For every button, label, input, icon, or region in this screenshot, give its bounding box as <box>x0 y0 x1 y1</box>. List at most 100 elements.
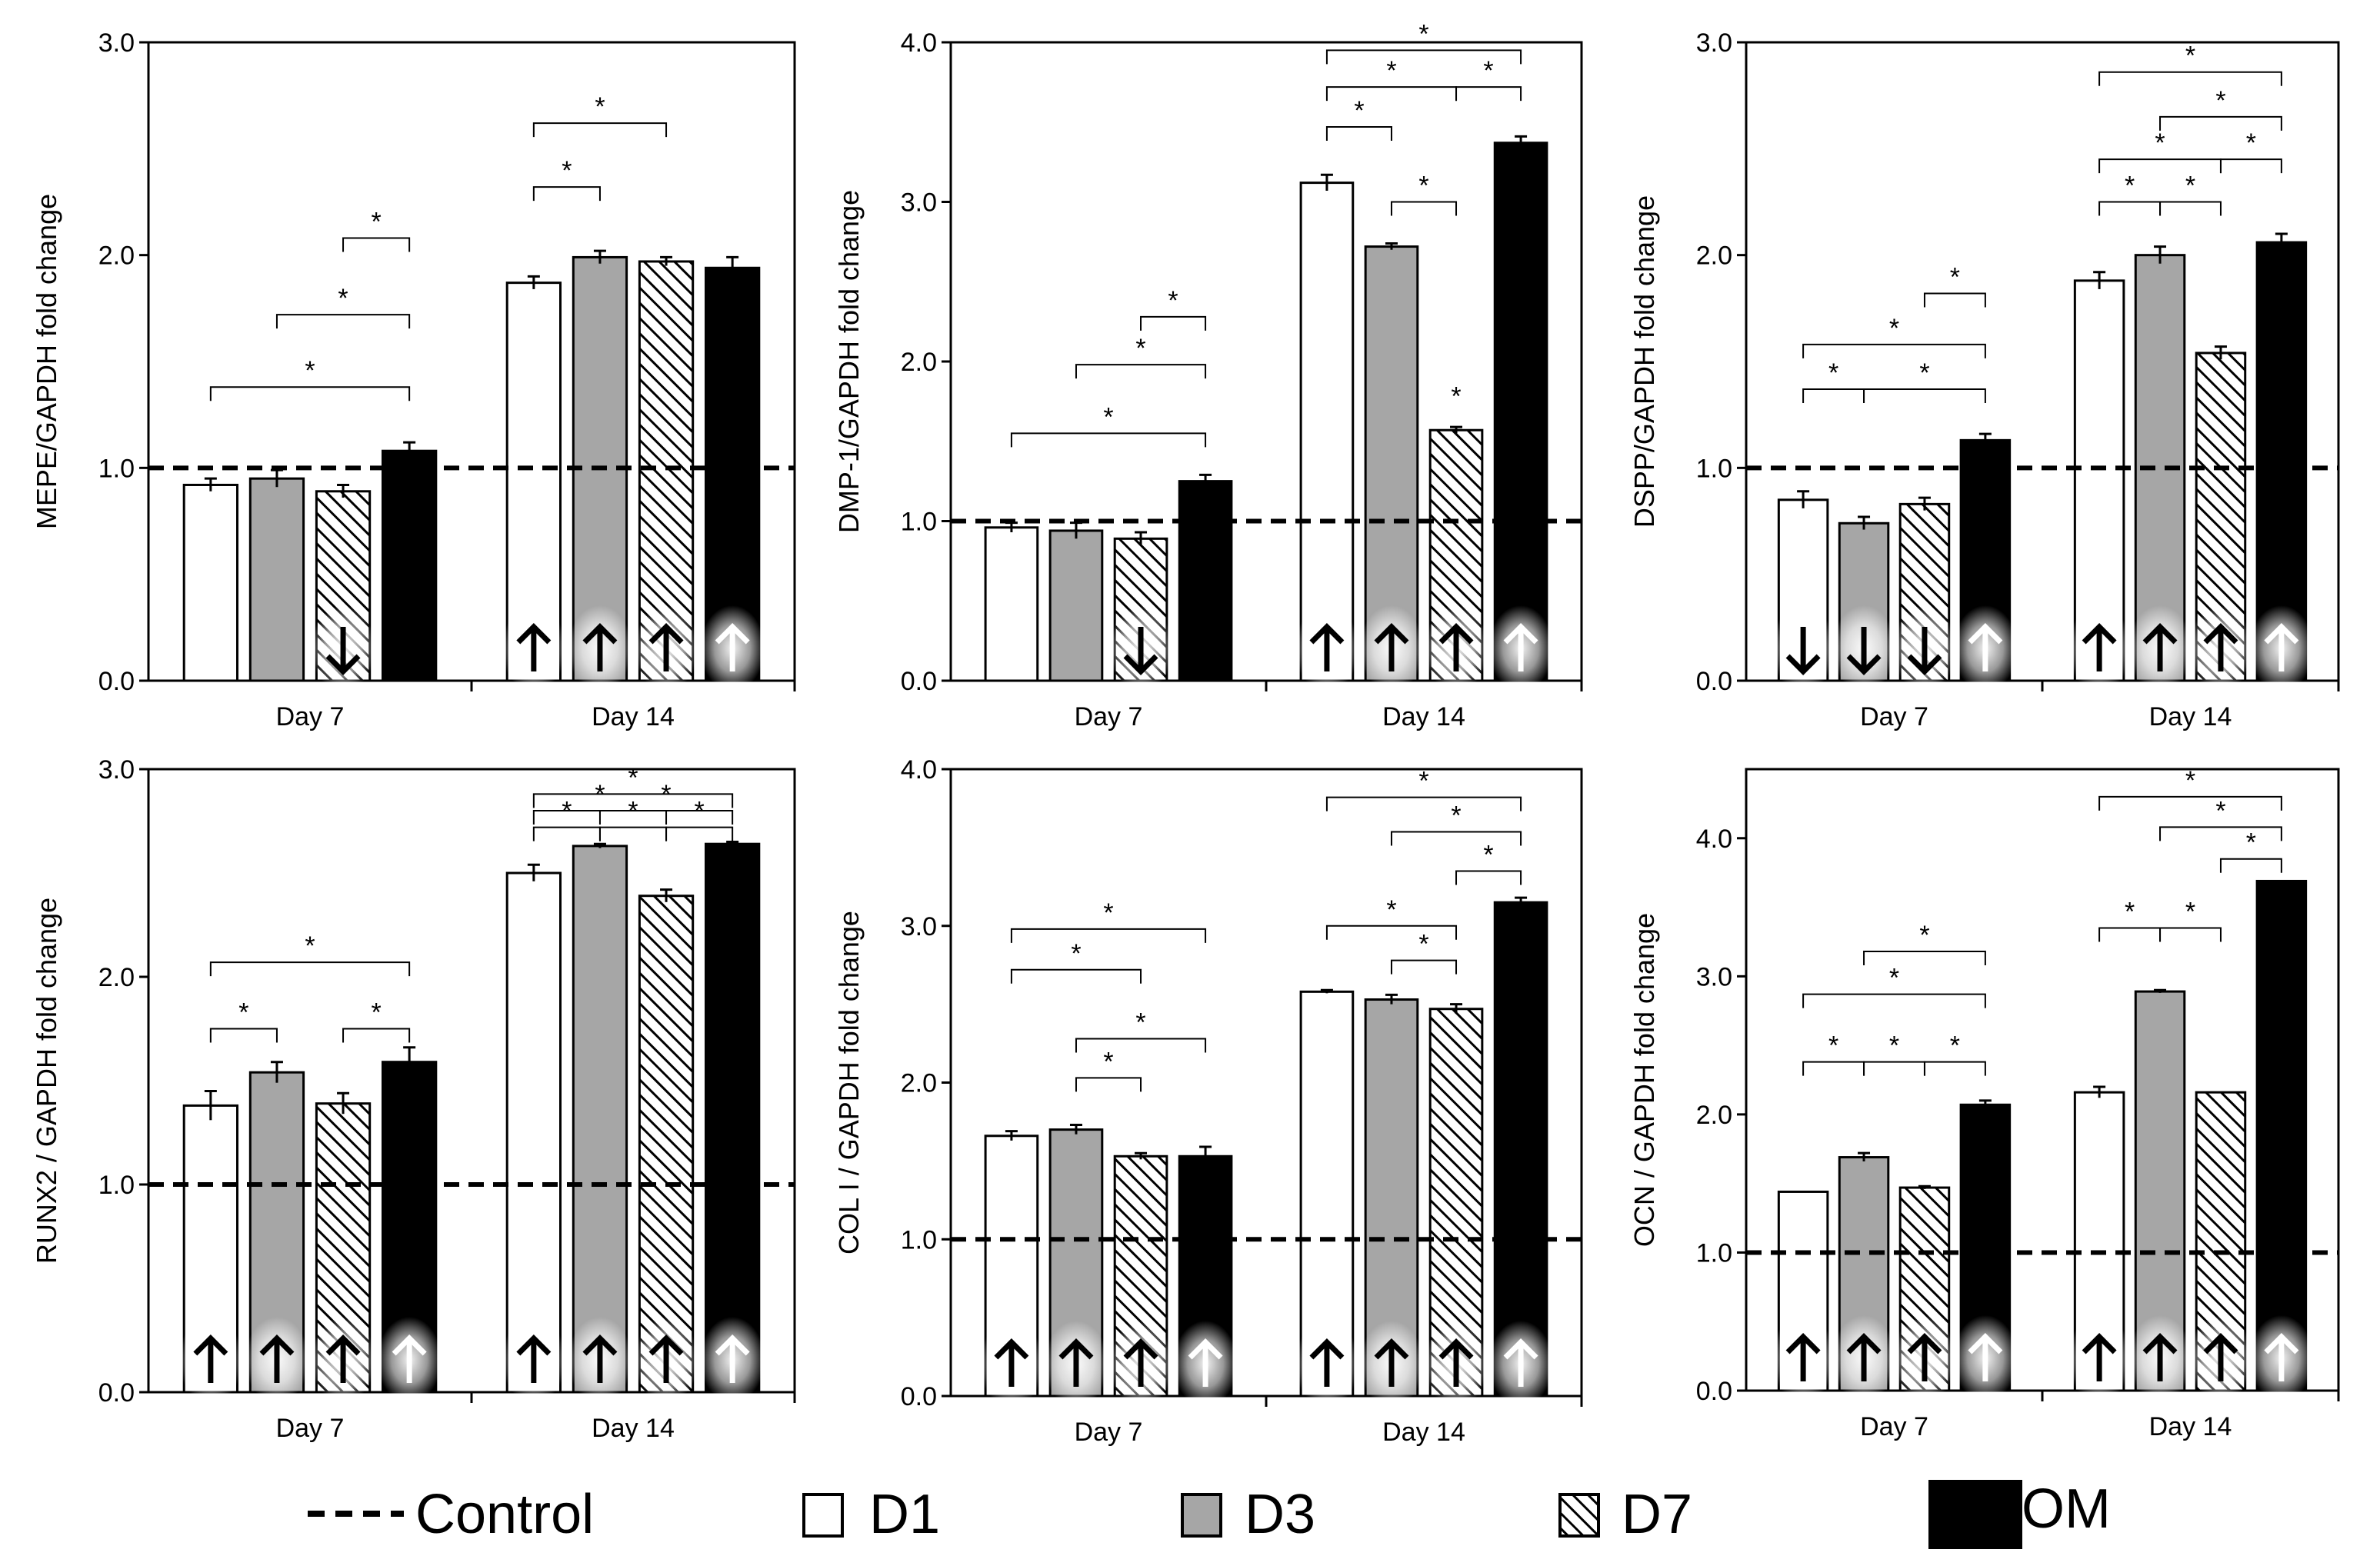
significance-bracket <box>532 826 601 841</box>
y-axis-label: RUNX2 / GAPDH fold change <box>31 898 62 1264</box>
x-category-label: Day 14 <box>1382 1418 1465 1447</box>
significance-bracket <box>1863 1061 1925 1076</box>
change-arrow-down-head <box>1785 654 1821 675</box>
change-arrow-up <box>1043 1321 1108 1407</box>
change-arrow-up <box>1771 1315 1836 1401</box>
change-arrow-up <box>567 605 632 691</box>
y-tick-label: 0.0 <box>98 667 135 696</box>
significance-bracket <box>2098 795 2282 811</box>
bar-d1-day14 <box>1299 182 1355 682</box>
significance-star: * <box>2185 766 2195 795</box>
y-tick-label: 1.0 <box>98 1171 135 1200</box>
change-arrow-up <box>1952 605 2018 691</box>
y-tick-label: 0.0 <box>1696 667 1732 696</box>
significance-bracket <box>532 186 601 202</box>
significance-bracket <box>209 1028 278 1043</box>
change-arrow-up-head <box>259 1334 295 1356</box>
significance-bracket <box>275 314 411 329</box>
y-tick-label: 2.0 <box>901 1069 937 1098</box>
significance-bracket <box>2098 201 2162 216</box>
change-arrow-up <box>1294 605 1359 691</box>
change-arrow-up-head <box>2264 623 2299 645</box>
change-arrow-up-head <box>1968 623 2003 645</box>
y-tick-label: 3.0 <box>901 188 937 218</box>
significance-bracket <box>209 386 411 401</box>
significance-star: * <box>595 92 605 122</box>
legend-d1-label: D1 <box>869 1484 940 1545</box>
significance-star: * <box>371 998 381 1028</box>
significance-star: * <box>1418 19 1428 48</box>
y-axis-label: DSPP/GAPDH fold change <box>1628 195 1660 528</box>
bar-d1-day7 <box>984 526 1039 682</box>
x-category-label: Day 14 <box>592 702 675 731</box>
x-category-label: Day 7 <box>1075 1418 1143 1447</box>
significance-star: * <box>1071 939 1081 968</box>
change-arrow-up <box>2248 605 2314 691</box>
y-tick-label: 3.0 <box>901 912 937 941</box>
significance-star: * <box>1354 96 1364 125</box>
legend-om-label: OM <box>2022 1478 2111 1540</box>
chart-panel-1: 0.0 1.0 2.0 3.0 MEPE/GAPDH fold change Day 7 *… <box>31 28 796 731</box>
change-arrow-up-head <box>516 1334 552 1356</box>
legend-d3-label: D3 <box>1245 1484 1315 1545</box>
change-arrow-up-head <box>648 1334 684 1356</box>
bar-d3-day14 <box>572 845 628 1394</box>
bar-d3-day7 <box>248 477 305 682</box>
significance-bracket <box>1325 796 1522 811</box>
plot-frame <box>147 768 796 1394</box>
change-arrow-up <box>1488 605 1554 691</box>
significance-bracket <box>1802 1061 1865 1076</box>
change-arrow-up <box>2248 1315 2314 1401</box>
change-arrow-up-head <box>392 1334 427 1356</box>
change-arrow-up-head <box>2082 1333 2117 1354</box>
change-arrow-up <box>1294 1321 1359 1407</box>
significance-bracket <box>1010 928 1207 943</box>
significance-star: * <box>1889 314 1899 343</box>
significance-star: * <box>1103 1047 1113 1076</box>
legend-d7-swatch <box>1558 1493 1600 1538</box>
y-axis-label: COL I / GAPDH fold change <box>833 911 865 1254</box>
significance-star: * <box>2246 828 2256 858</box>
change-arrow-up-head <box>2142 1333 2178 1354</box>
bar-om-day14 <box>1493 142 1548 682</box>
significance-bracket <box>342 237 411 252</box>
chart-panel-4: 0.0 1.0 2.0 3.0 RUNX2 / GAPDH fold change Day… <box>31 755 796 1443</box>
significance-bracket <box>1325 925 1458 940</box>
change-arrow-up-head <box>1309 1338 1345 1360</box>
y-tick-label: 0.0 <box>98 1378 135 1408</box>
bar-d1-day14 <box>505 871 562 1394</box>
change-arrow-down-head <box>1123 654 1158 675</box>
significance-bracket <box>1075 1077 1142 1092</box>
y-tick-label: 1.0 <box>901 508 937 537</box>
change-arrow-up <box>567 1317 632 1403</box>
bar-om-day7 <box>1178 480 1233 682</box>
y-axis-label: OCN / GAPDH fold change <box>1628 913 1660 1247</box>
y-tick-label: 3.0 <box>98 28 135 58</box>
significance-bracket <box>1325 49 1522 65</box>
y-axis-label: DMP-1/GAPDH fold change <box>833 190 865 533</box>
significance-bracket <box>532 122 668 138</box>
y-tick-label: 4.0 <box>901 28 937 58</box>
bar-om-day14 <box>705 842 761 1394</box>
y-tick-label: 4.0 <box>1696 825 1732 854</box>
significance-star: * <box>1889 964 1899 993</box>
legend-d7-label: D7 <box>1622 1484 1692 1545</box>
change-arrow-up <box>311 1317 376 1403</box>
significance-bracket <box>1455 86 1522 102</box>
significance-bracket <box>1140 315 1207 331</box>
significance-star: * <box>628 763 638 792</box>
significance-bracket <box>1802 993 1986 1008</box>
significance-star: * <box>371 208 381 237</box>
significance-bracket <box>598 810 734 825</box>
bar-om-day7 <box>382 449 438 682</box>
significance-star: * <box>1483 840 1493 869</box>
significance-bracket <box>2098 927 2162 942</box>
significance-bracket <box>209 961 411 977</box>
significance-bracket <box>2098 71 2282 86</box>
y-tick-label: 1.0 <box>98 454 135 483</box>
change-arrow-down-head <box>325 654 361 675</box>
significance-bracket <box>1390 201 1458 216</box>
change-arrow-up <box>2188 605 2253 691</box>
significance-star: * <box>1418 767 1428 796</box>
significance-bracket <box>1010 432 1207 448</box>
